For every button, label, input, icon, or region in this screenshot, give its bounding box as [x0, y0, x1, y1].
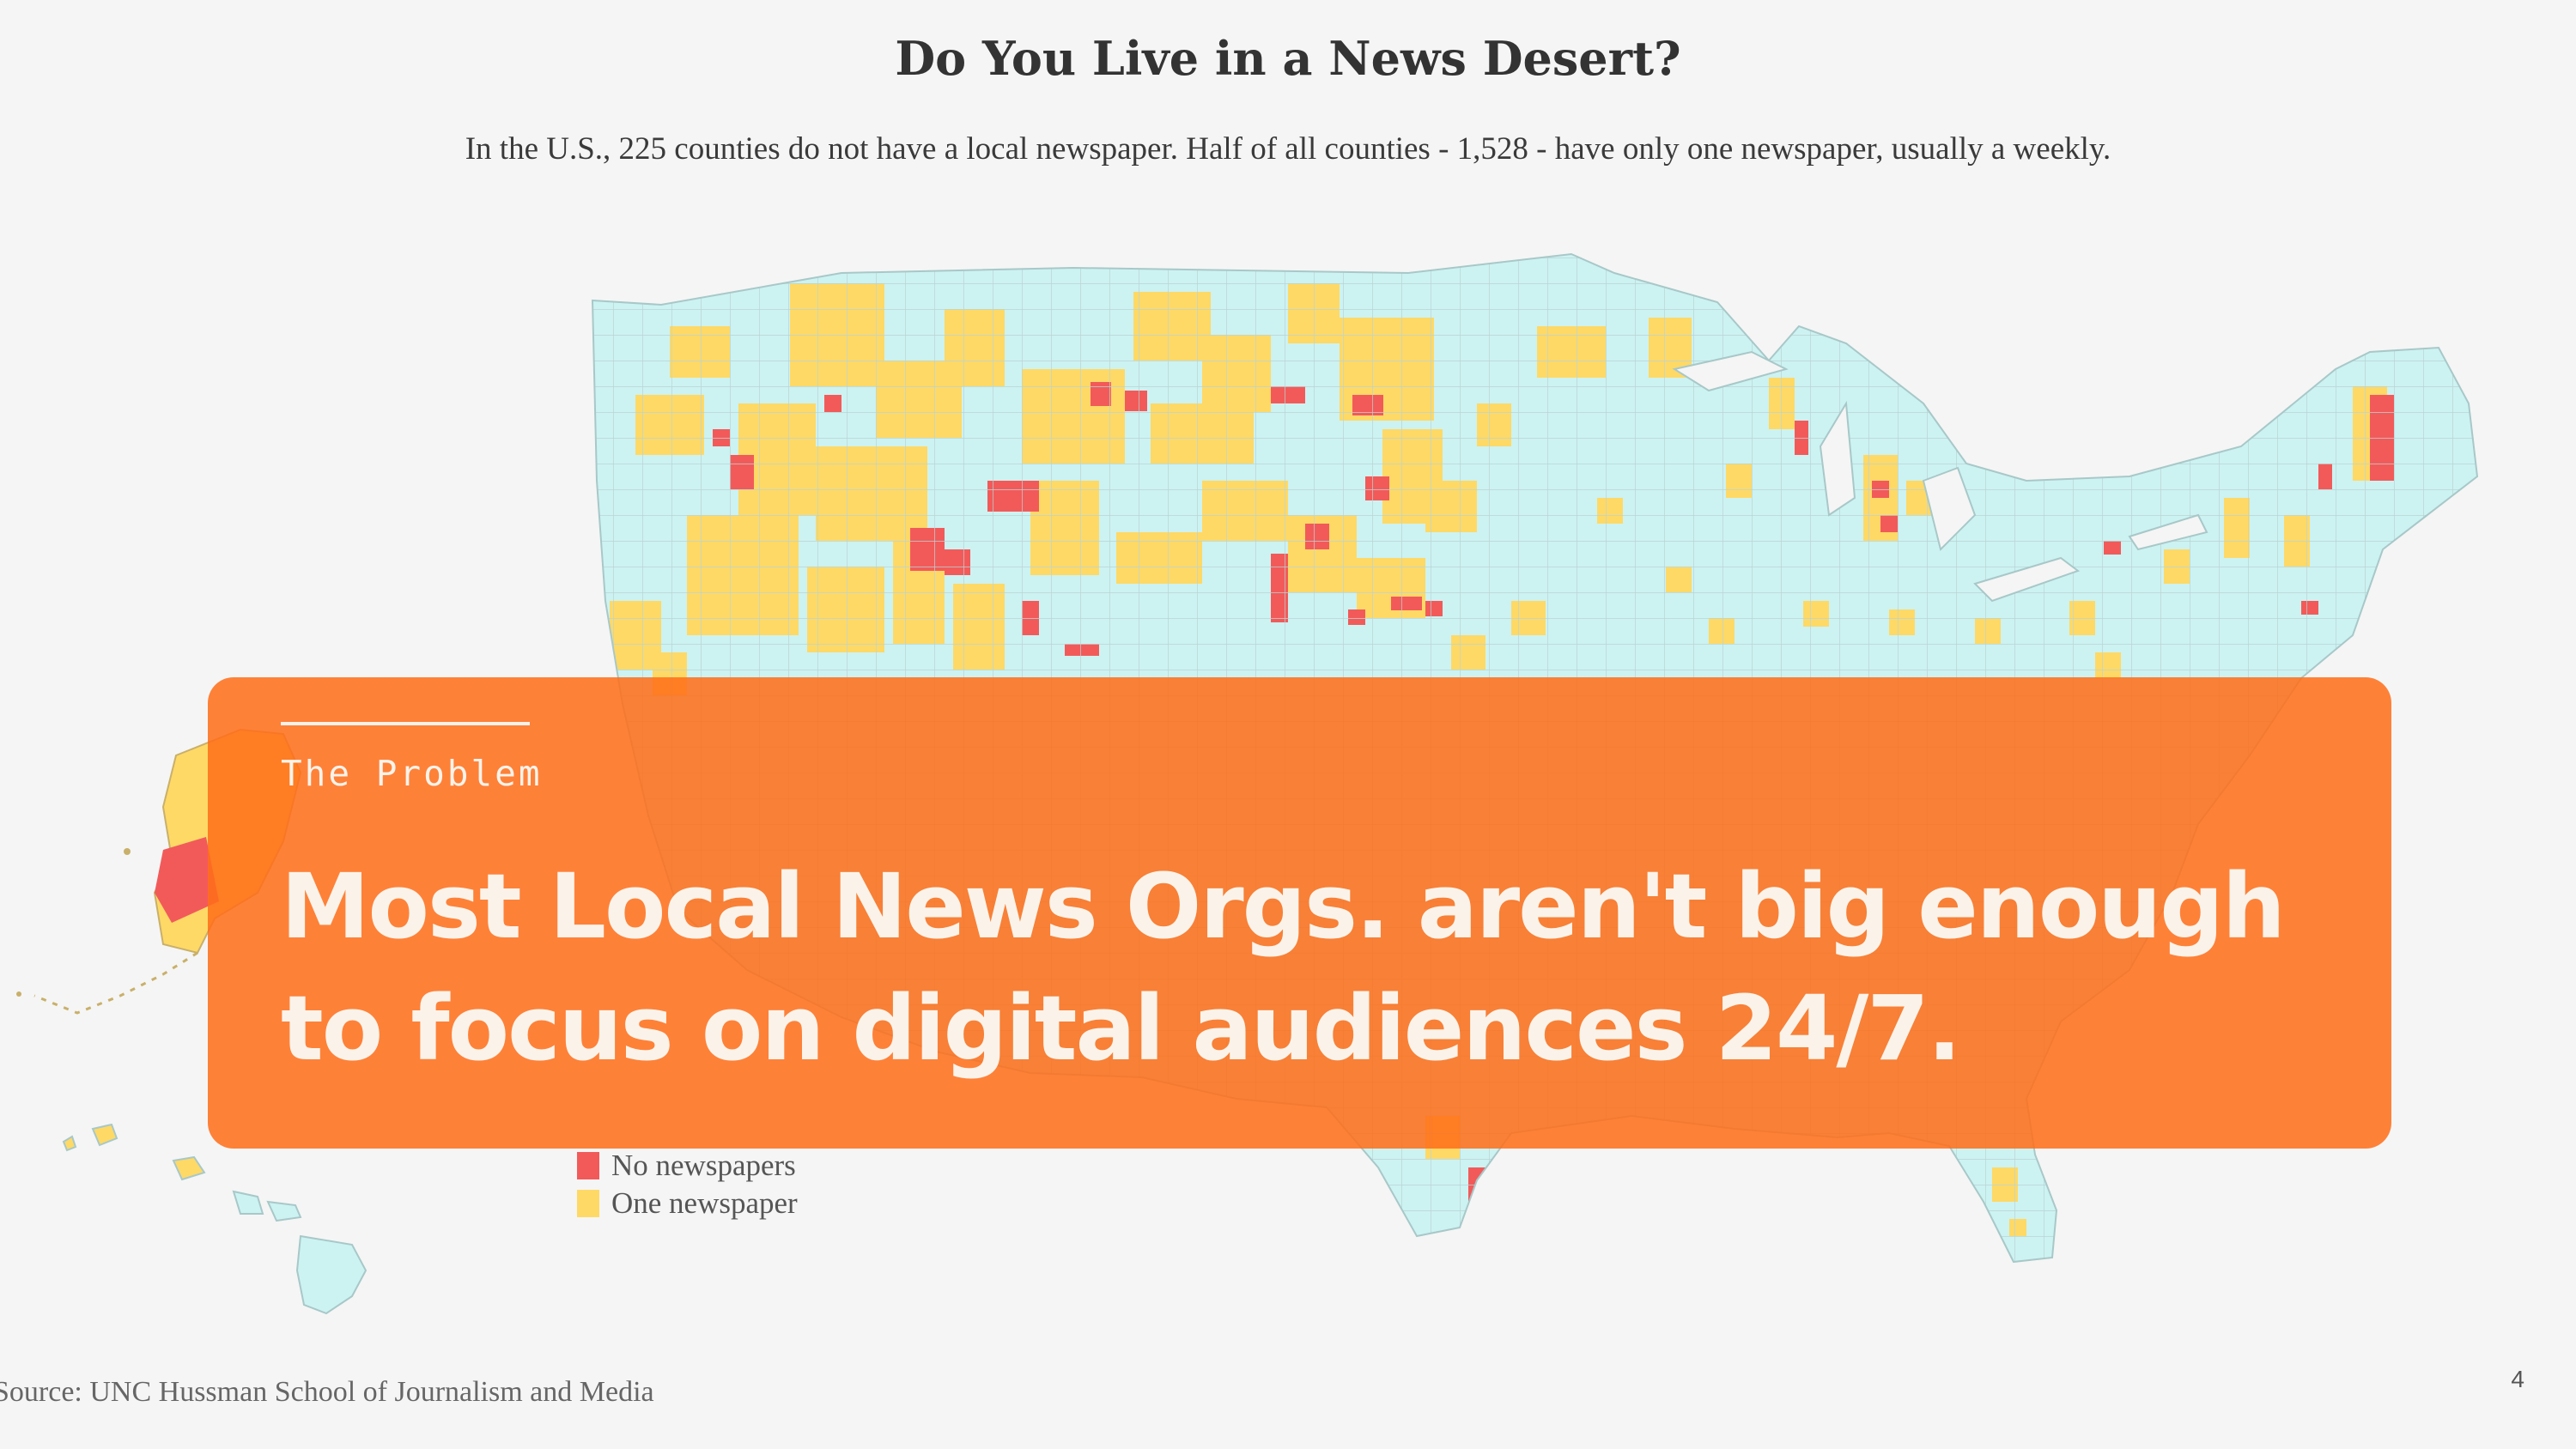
callout-divider	[281, 722, 530, 725]
callout-headline: Most Local News Orgs. aren't big enough …	[281, 854, 2286, 1081]
legend-item-no-newspapers: No newspapers	[577, 1147, 798, 1185]
problem-callout-card: The Problem Most Local News Orgs. aren't…	[208, 677, 2391, 1149]
map-legend: No newspapers One newspaper	[577, 1147, 798, 1222]
great-lakes	[1672, 350, 2208, 603]
page-number: 4	[2511, 1366, 2524, 1392]
legend-label: No newspapers	[611, 1149, 796, 1182]
legend-swatch-yellow	[577, 1190, 599, 1217]
legend-swatch-red	[577, 1152, 599, 1179]
legend-label: One newspaper	[611, 1186, 798, 1220]
callout-kicker: The Problem	[281, 753, 543, 794]
map-title: Do You Live in a News Desert?	[895, 31, 1681, 86]
hawaii	[62, 1123, 368, 1315]
legend-item-one-newspaper: One newspaper	[577, 1185, 798, 1222]
map-subtitle: In the U.S., 225 counties do not have a …	[465, 131, 2111, 167]
source-credit: Source: UNC Hussman School of Journalism…	[0, 1376, 654, 1408]
